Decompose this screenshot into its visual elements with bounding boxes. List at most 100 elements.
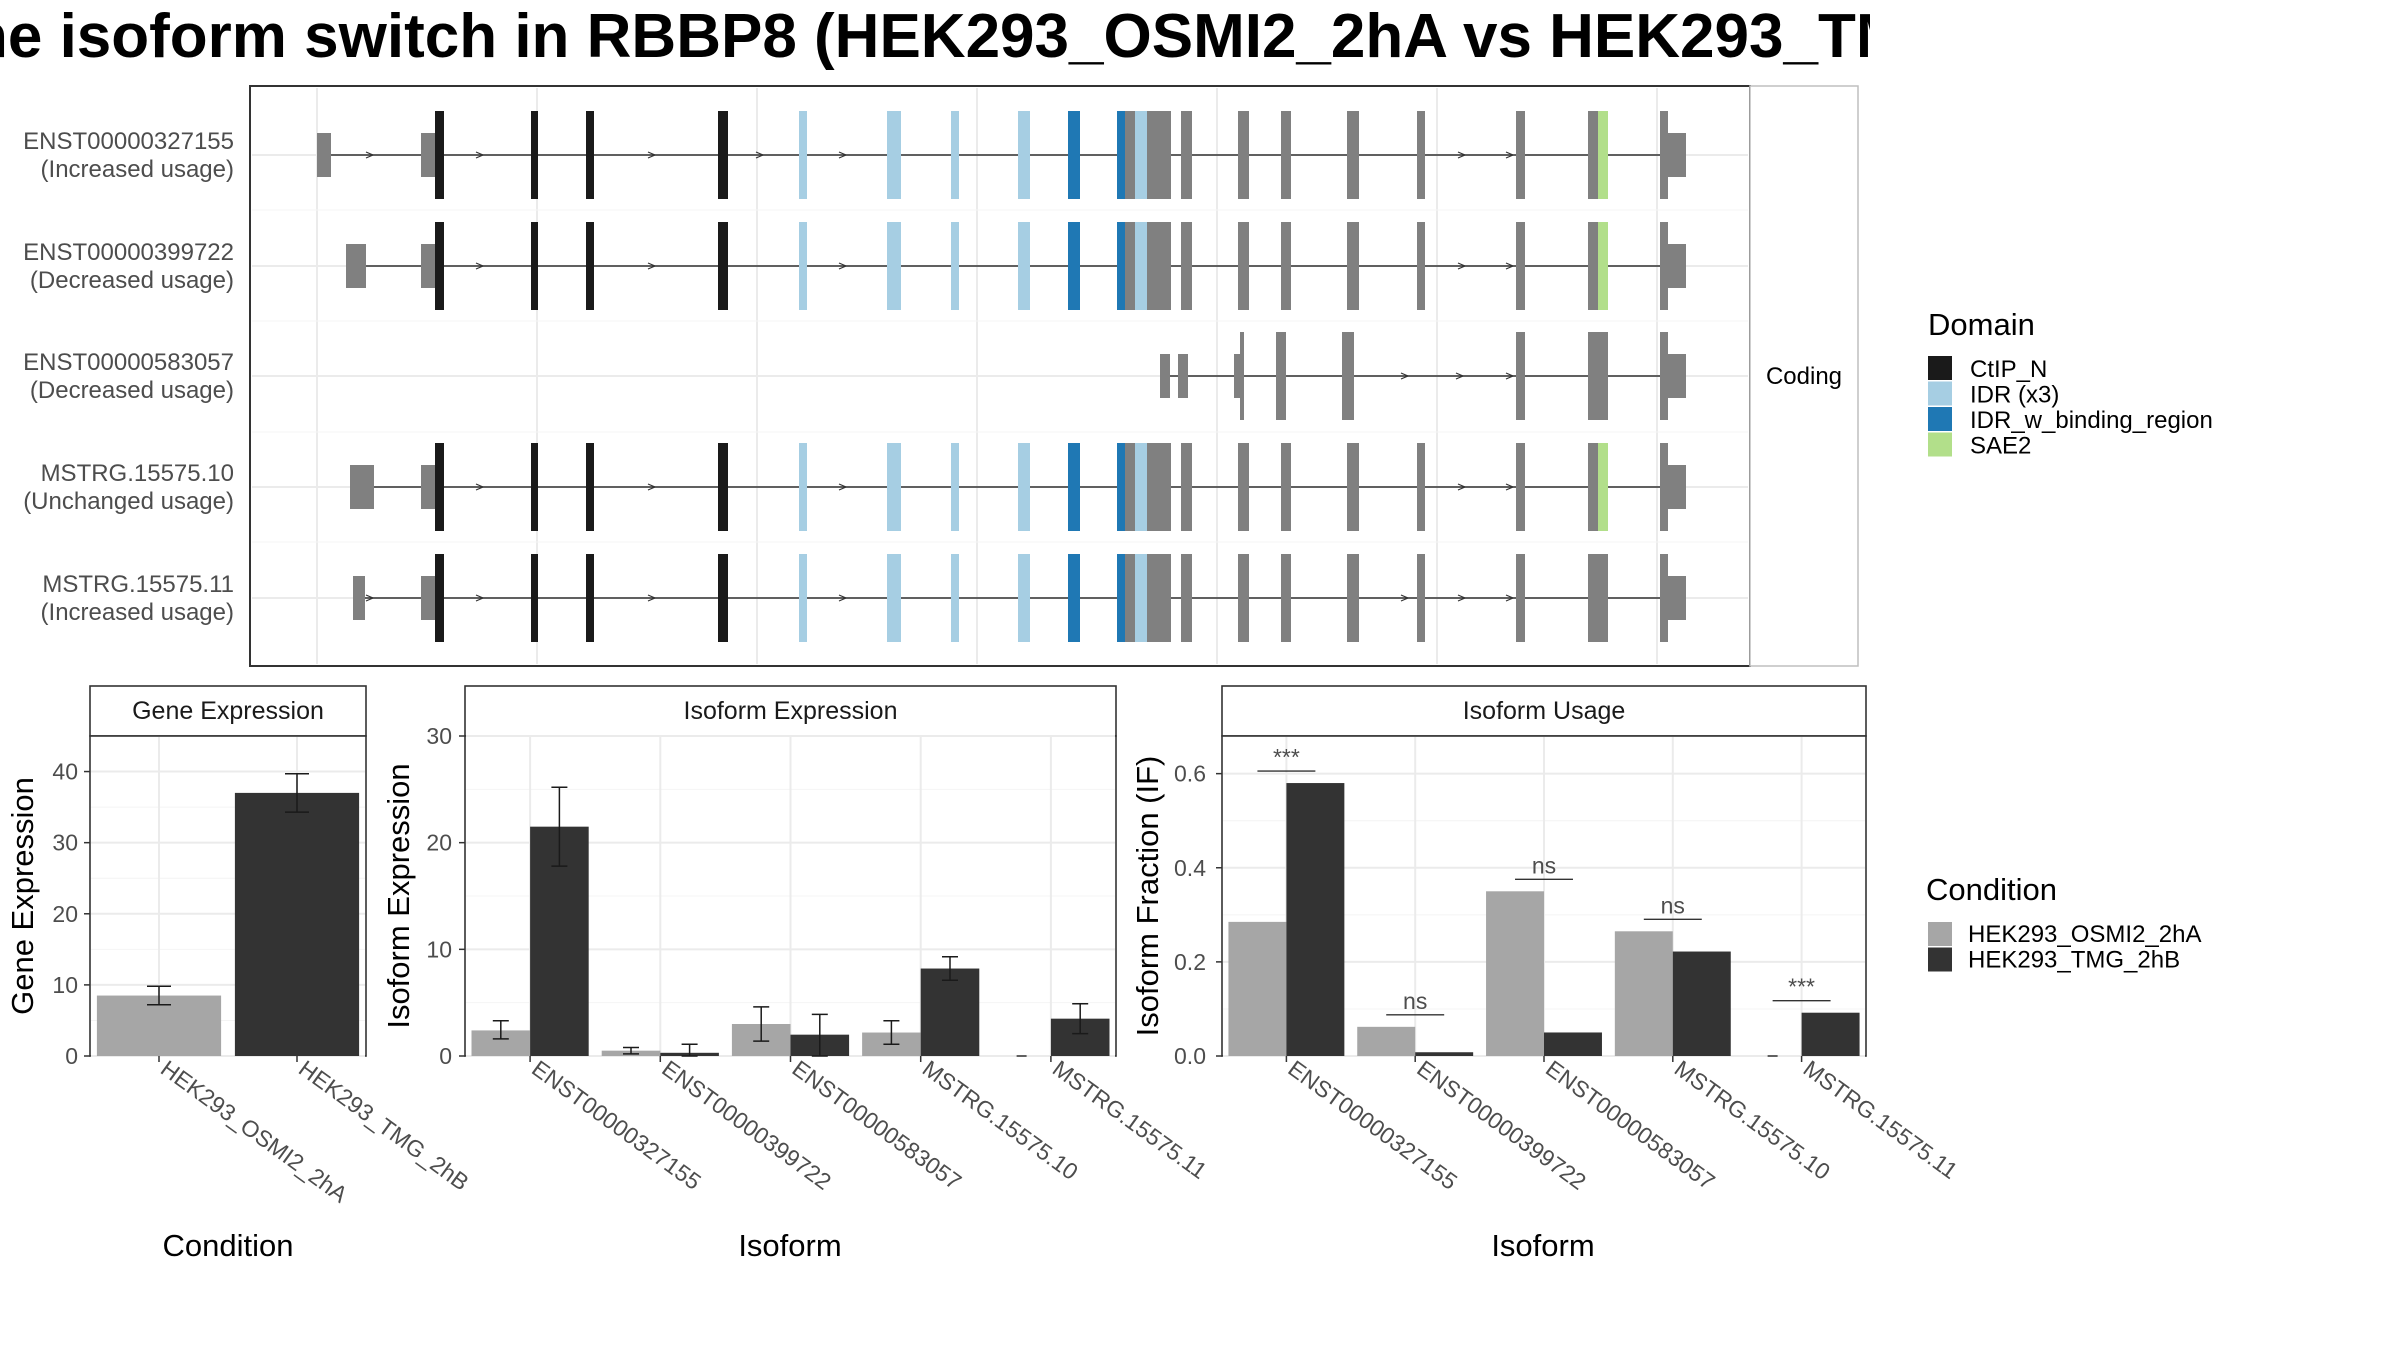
exon xyxy=(951,443,959,531)
exon xyxy=(1068,222,1080,310)
utr-exon xyxy=(346,244,366,288)
exon xyxy=(1117,554,1125,642)
strand-arrow xyxy=(365,594,375,602)
bar xyxy=(234,792,360,1056)
strand-arrow xyxy=(647,151,657,159)
panel-title: Isoform Expression xyxy=(684,697,898,725)
strand-arrow xyxy=(1457,151,1467,159)
bar xyxy=(1415,1052,1474,1056)
panel-title: Isoform Usage xyxy=(1463,697,1626,725)
strand-arrow xyxy=(1505,483,1515,491)
exon xyxy=(1068,443,1080,531)
bar xyxy=(1801,1012,1860,1056)
utr-exon xyxy=(317,133,331,177)
exon xyxy=(887,222,901,310)
significance-label: *** xyxy=(1273,744,1300,770)
exon xyxy=(718,111,728,199)
exon xyxy=(1417,554,1425,642)
exon xyxy=(718,443,728,531)
y-tick-label: 10 xyxy=(52,972,78,998)
exon xyxy=(1018,111,1030,199)
x-axis-title: Isoform xyxy=(738,1228,841,1263)
exon xyxy=(435,443,444,531)
strand-arrow xyxy=(1457,594,1467,602)
exon xyxy=(586,554,594,642)
exon xyxy=(1181,554,1192,642)
isoform-id-label: MSTRG.15575.11 xyxy=(42,571,234,598)
exon xyxy=(1276,332,1286,420)
exon xyxy=(1117,111,1125,199)
exon xyxy=(1417,222,1425,310)
exon xyxy=(1516,554,1525,642)
exon xyxy=(531,554,538,642)
exon xyxy=(1181,222,1192,310)
exon xyxy=(1516,332,1525,420)
structure-facet-strip xyxy=(1749,85,1859,667)
exon xyxy=(1588,554,1598,642)
y-tick-label: 30 xyxy=(52,830,78,856)
exon xyxy=(1347,554,1359,642)
strand-arrow xyxy=(475,151,485,159)
utr-exon xyxy=(353,576,365,620)
bar xyxy=(1614,931,1673,1056)
exon xyxy=(1238,222,1249,310)
exon xyxy=(1125,443,1135,531)
exon xyxy=(1018,554,1030,642)
bar xyxy=(1286,783,1345,1056)
bar xyxy=(1672,951,1731,1056)
strand-arrow xyxy=(365,151,375,159)
strand-arrow xyxy=(838,151,848,159)
x-axis-title: Isoform xyxy=(1491,1228,1594,1263)
exon xyxy=(1181,111,1192,199)
exon xyxy=(1135,554,1147,642)
panel-strip xyxy=(89,685,367,737)
exon xyxy=(1147,222,1171,310)
y-tick-label: 40 xyxy=(52,759,78,785)
domain-legend-label: IDR_w_binding_region xyxy=(1970,407,2213,434)
exon xyxy=(1347,443,1359,531)
condition-legend-title: Condition xyxy=(1926,872,2057,907)
y-axis-title: Isoform Expression xyxy=(381,763,416,1028)
exon xyxy=(586,111,594,199)
strand-arrow xyxy=(1505,594,1515,602)
exon xyxy=(531,111,538,199)
y-axis-title: Gene Expression xyxy=(5,777,40,1015)
exon xyxy=(1238,111,1249,199)
exon xyxy=(1125,111,1135,199)
strand-arrow xyxy=(838,594,848,602)
strand-arrow xyxy=(1455,372,1465,380)
domain-legend-key xyxy=(1928,356,1952,380)
exon xyxy=(1018,443,1030,531)
exon xyxy=(1598,554,1608,642)
panel-strip xyxy=(464,685,1117,737)
strand-arrow xyxy=(475,483,485,491)
y-tick-label: 0 xyxy=(439,1043,452,1069)
exon xyxy=(1598,111,1608,199)
y-axis-title: Isoform Fraction (IF) xyxy=(1130,756,1165,1037)
exon xyxy=(1238,443,1249,531)
exon xyxy=(1181,443,1192,531)
exon xyxy=(435,554,444,642)
exon xyxy=(799,443,807,531)
exon xyxy=(1417,443,1425,531)
exon xyxy=(1668,244,1686,288)
condition-legend-key xyxy=(1928,947,1952,972)
exon xyxy=(1660,222,1668,310)
condition-legend-label: HEK293_TMG_2hB xyxy=(1968,947,2180,974)
exon xyxy=(1660,554,1668,642)
exon xyxy=(586,222,594,310)
exon xyxy=(421,244,435,288)
y-tick-label: 30 xyxy=(426,723,452,749)
isoform-usage-label: (Increased usage) xyxy=(41,599,234,626)
exon xyxy=(1516,443,1525,531)
strand-arrow xyxy=(647,594,657,602)
condition-legend-label: HEK293_OSMI2_2hA xyxy=(1968,921,2201,948)
exon xyxy=(1281,222,1291,310)
domain-legend-key xyxy=(1928,407,1952,431)
exon xyxy=(1417,111,1425,199)
exon xyxy=(1516,222,1525,310)
strand-arrow xyxy=(1400,594,1410,602)
strand-arrow xyxy=(1457,483,1467,491)
